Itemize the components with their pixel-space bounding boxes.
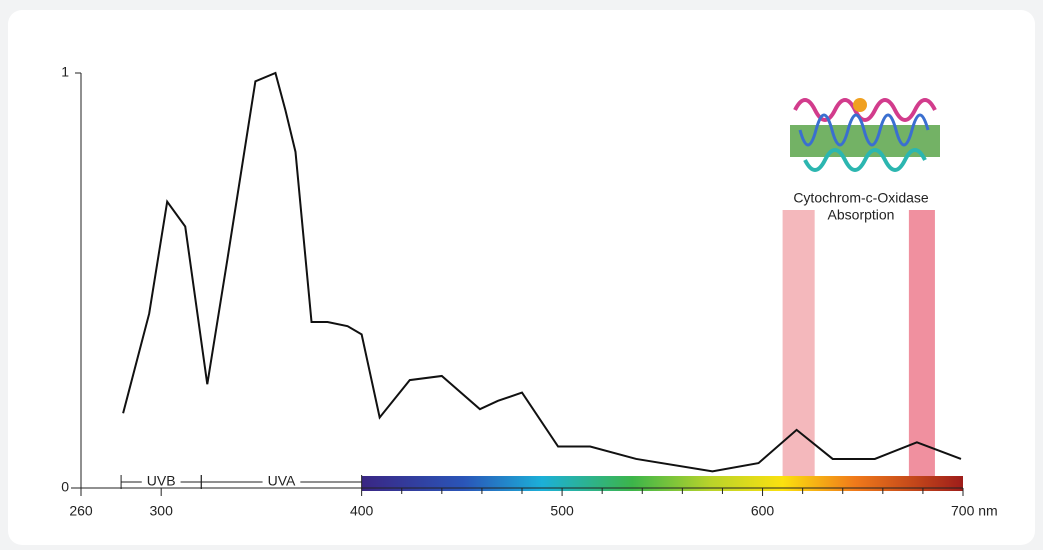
region-label: UVB — [147, 473, 176, 489]
card — [8, 10, 1035, 545]
x-tick-label: 400 — [350, 503, 374, 519]
chart: Cytochrom-c-OxidaseAbsorption UVB UVA 260 30… — [0, 0, 1043, 550]
spectrum-bar — [362, 476, 963, 491]
x-tick-label: 260 — [69, 503, 93, 519]
y-tick-label: 0 — [61, 479, 69, 495]
x-tick-label: 700 nm — [951, 503, 998, 519]
x-tick-label: 600 — [751, 503, 775, 519]
absorption-band — [909, 210, 935, 476]
absorption-band — [783, 210, 815, 476]
region-label: UVA — [268, 473, 296, 489]
annotation: Cytochrom-c-Oxidase — [793, 190, 929, 206]
y-tick-label: 1 — [61, 64, 69, 80]
x-tick-label: 300 — [150, 503, 174, 519]
annotation: Absorption — [828, 207, 895, 223]
x-tick-label: 500 — [550, 503, 574, 519]
page: {"chart_data":{"type":"line", "x":[281,2… — [0, 0, 1043, 550]
